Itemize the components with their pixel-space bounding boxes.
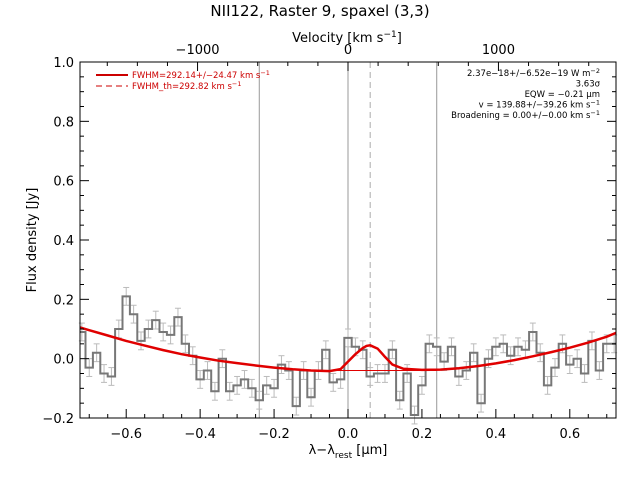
- x-tick-label: 0.6: [559, 427, 580, 442]
- x-tick-label: 0.2: [412, 427, 433, 442]
- y-axis-label: Flux density [Jy]: [25, 188, 40, 293]
- y-tick-label: 1.0: [53, 56, 74, 71]
- fit-annotation: EQW = −0.21 μm: [525, 90, 600, 100]
- legend-label: FWHM=292.14+/−24.47 km s−1: [132, 69, 270, 81]
- spectrum-step-line: [80, 295, 616, 416]
- x-axis-label: λ−λrest [μm]: [309, 443, 388, 461]
- y-tick-label: 0.2: [53, 293, 74, 308]
- x-tick-label: −0.6: [110, 427, 142, 442]
- fit-annotation: 3.63σ: [576, 80, 601, 90]
- x-tick-label: 0.0: [338, 427, 359, 442]
- top-tick-label: −1000: [176, 43, 220, 58]
- fit-annotation: v = 139.88+/−39.26 km s−1: [479, 99, 600, 111]
- y-tick-label: 0.8: [53, 115, 74, 130]
- x-tick-label: −0.4: [184, 427, 216, 442]
- top-tick-label: 0: [344, 43, 352, 58]
- y-tick-label: 0.4: [53, 234, 74, 249]
- y-tick-label: 0.0: [53, 353, 74, 368]
- x-tick-label: −0.2: [258, 427, 290, 442]
- x-tick-label: 0.4: [486, 427, 507, 442]
- top-axis-label: Velocity [km s−1]: [292, 30, 402, 46]
- top-tick-label: 1000: [482, 43, 515, 58]
- fit-line: [79, 326, 617, 373]
- legend-label: FWHM_th=292.82 km s−1: [132, 80, 241, 92]
- chart-title: NII122, Raster 9, spaxel (3,3): [210, 2, 429, 20]
- y-tick-label: 0.6: [53, 175, 74, 190]
- fit-annotation: 2.37e−18+/−6.52e−19 W m−2: [467, 67, 600, 79]
- y-tick-label: −0.2: [42, 412, 74, 427]
- fit-annotation: Broadening = 0.00+/−0.00 km s−1: [451, 109, 600, 121]
